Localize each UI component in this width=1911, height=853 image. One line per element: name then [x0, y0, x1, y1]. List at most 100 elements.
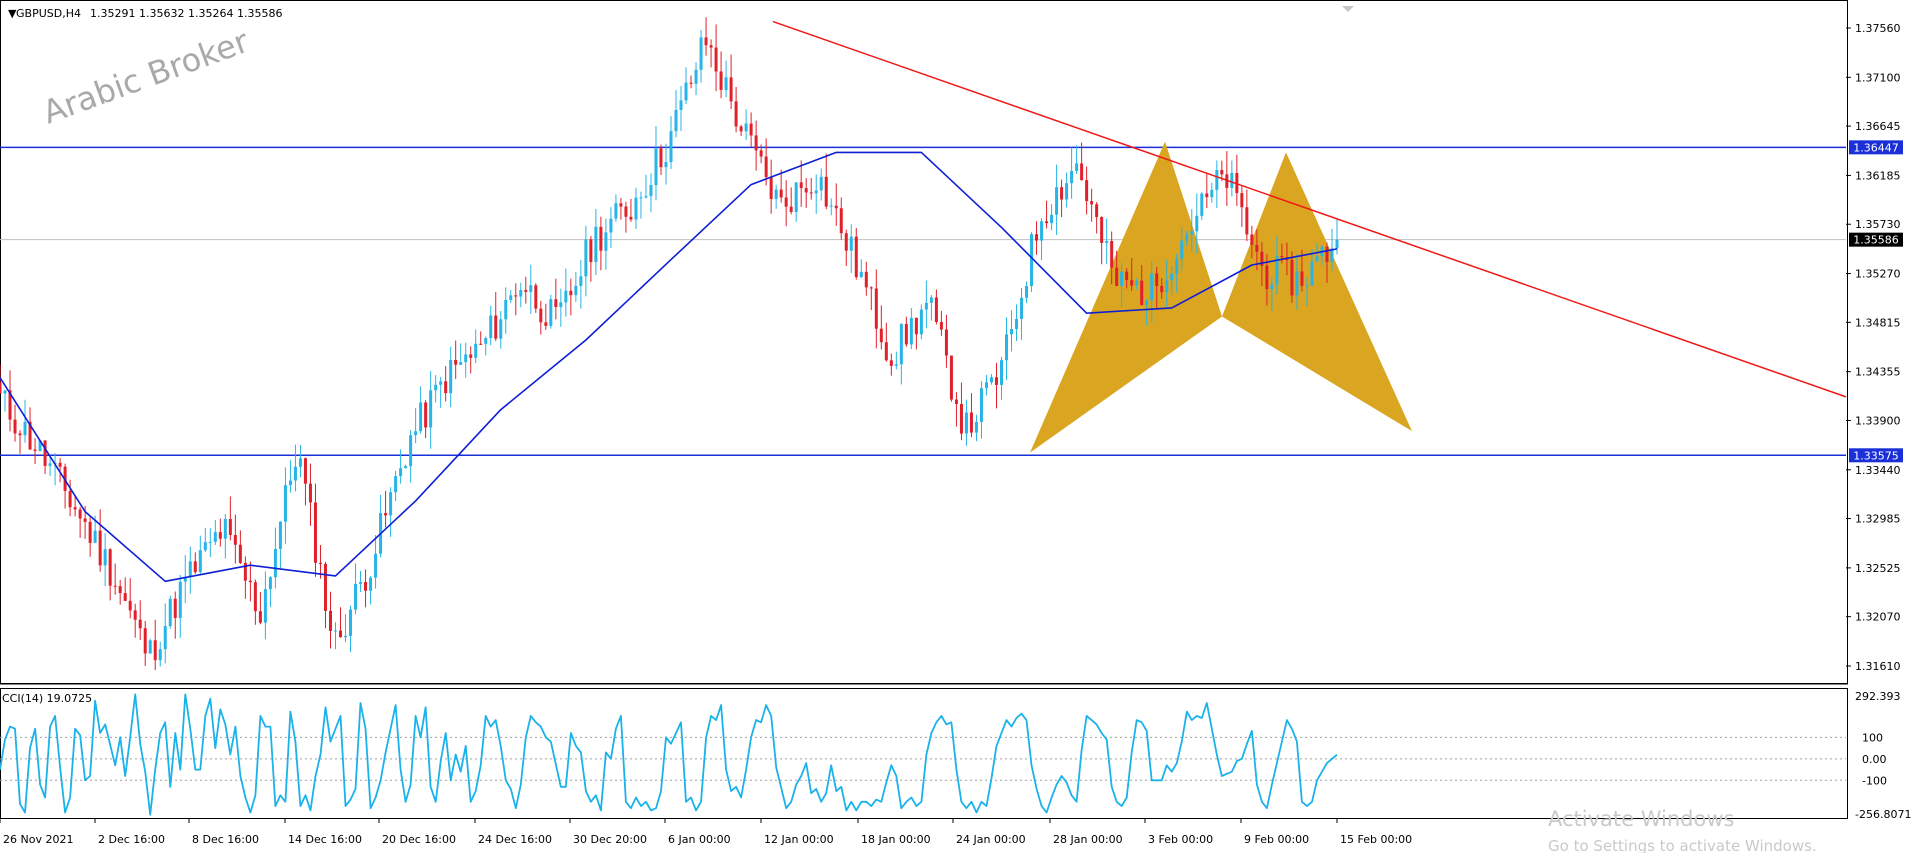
candle-body [1095, 204, 1099, 218]
candle-body [58, 462, 62, 467]
candle-body [344, 635, 348, 638]
candle-body [534, 285, 538, 309]
candle-body [183, 576, 187, 582]
candle-body [303, 458, 307, 484]
level-label-text: 1.33575 [1853, 449, 1899, 462]
candle-body [28, 421, 32, 450]
candle-body [43, 440, 47, 466]
candle-body [999, 360, 1003, 385]
candle-body [689, 82, 693, 84]
candle-body [614, 203, 618, 219]
candle-body [1110, 240, 1114, 268]
candle-body [929, 297, 933, 303]
time-tick-label: 12 Jan 00:00 [764, 833, 834, 846]
time-tick-label: 3 Feb 00:00 [1148, 833, 1213, 846]
candle-body [874, 288, 878, 329]
candle-body [799, 182, 803, 189]
candle-body [168, 598, 172, 627]
candle-body [1160, 285, 1164, 293]
candle-body [188, 561, 192, 577]
candle-body [1210, 189, 1214, 198]
price-tick-label: 1.34815 [1855, 316, 1901, 329]
candle-body [714, 47, 718, 72]
candle-body [1105, 240, 1109, 243]
candle-body [549, 299, 553, 326]
candle-body [744, 123, 748, 132]
candle-body [484, 338, 488, 344]
candle-body [779, 189, 783, 198]
price-tick-label: 1.32525 [1855, 562, 1901, 575]
time-tick-label: 8 Dec 16:00 [192, 833, 259, 846]
candle-body [138, 619, 142, 629]
pattern-triangle-xab [1030, 141, 1222, 453]
candle-body [909, 317, 913, 345]
candle-body [924, 302, 928, 310]
candle-body [539, 308, 543, 323]
candle-body [1130, 280, 1134, 286]
cci-tick-label: -256.8071 [1855, 808, 1911, 821]
candle-body [18, 433, 22, 436]
candle-body [754, 135, 758, 151]
candle-body [594, 226, 598, 263]
candle-body [369, 577, 373, 591]
candle-body [619, 203, 623, 207]
candle-body [1035, 234, 1039, 241]
candle-body [1075, 163, 1079, 171]
candle-body [198, 550, 202, 573]
candle-body [359, 581, 363, 584]
candle-body [268, 577, 272, 590]
candle-body [944, 329, 948, 356]
candle-body [879, 328, 883, 343]
candle-body [719, 71, 723, 90]
candle-body [1165, 280, 1169, 293]
candle-body [429, 390, 433, 428]
candle-body [1120, 271, 1124, 286]
candle-body [479, 343, 483, 345]
chart-shift-marker-icon[interactable] [1342, 6, 1354, 12]
price-tick-label: 1.37560 [1855, 22, 1901, 35]
candle-body [869, 287, 873, 289]
candle-body [974, 421, 978, 433]
candle-body [1050, 214, 1054, 224]
candle-body [699, 37, 703, 70]
candle-body [1135, 280, 1139, 286]
candle-body [1140, 280, 1144, 306]
cci-tick-label: 100 [1862, 731, 1883, 744]
candle-body [1080, 163, 1084, 181]
candle-body [213, 532, 217, 542]
candle-body [113, 585, 117, 587]
candle-body [474, 343, 478, 358]
candle-body [559, 302, 563, 308]
cci-layer [0, 693, 1846, 816]
candle-body [288, 480, 292, 486]
candle-body [153, 640, 157, 661]
candle-body [1170, 273, 1174, 281]
candle-body [163, 626, 167, 650]
candle-body [3, 390, 7, 394]
candle-body [1205, 193, 1209, 198]
candle-body [48, 463, 52, 466]
candle-body [709, 45, 713, 48]
candle-body [659, 148, 663, 168]
candle-body [1200, 193, 1204, 216]
candle-body [849, 236, 853, 251]
candle-body [574, 285, 578, 296]
level-label-box [1849, 448, 1903, 463]
candle-body [328, 610, 332, 631]
candle-body [394, 476, 398, 493]
candle-body [1125, 271, 1129, 281]
candle-body [13, 419, 17, 434]
candle-body [354, 583, 358, 610]
candle-body [424, 402, 428, 428]
candle-body [824, 176, 828, 207]
candle-body [253, 582, 257, 612]
candle-body [409, 435, 413, 467]
header-arrow-icon: ▼ [8, 7, 17, 20]
price-tick-label: 1.35270 [1855, 268, 1901, 281]
price-axis: 1.37560 1.37100 1.36645 1.36185 1.35730 1.352… [1846, 22, 1901, 673]
candle-body [1025, 285, 1029, 298]
candle-body [243, 562, 247, 581]
candle-body [1225, 174, 1229, 188]
candle-body [884, 342, 888, 361]
